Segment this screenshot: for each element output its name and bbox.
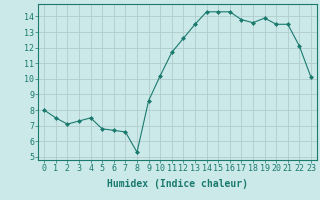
X-axis label: Humidex (Indice chaleur): Humidex (Indice chaleur) xyxy=(107,179,248,189)
